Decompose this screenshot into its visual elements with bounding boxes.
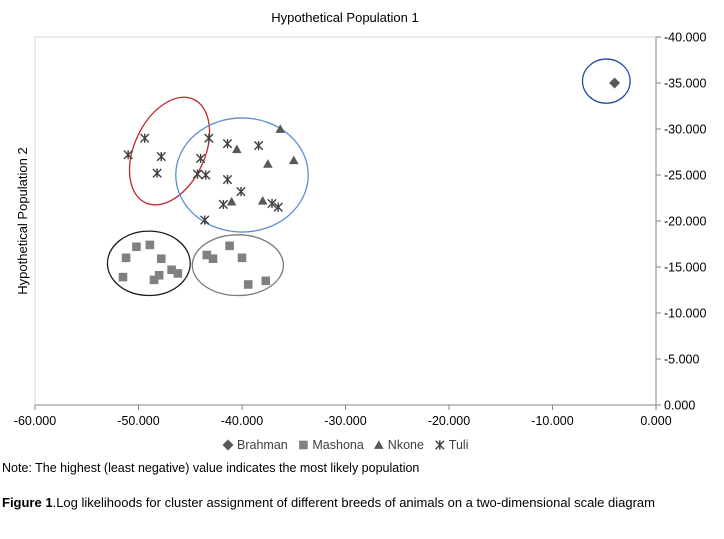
cluster-ellipse-1 — [581, 58, 631, 104]
mashona-point — [243, 280, 253, 289]
mashona-point — [121, 253, 131, 263]
legend: Brahman Mashona Nkone Tuli — [222, 438, 469, 452]
mashona-point — [202, 250, 212, 260]
x-tick-label: -10.000 — [531, 414, 573, 428]
mashona-point — [237, 253, 247, 263]
legend-item-mashona: Mashona — [299, 438, 364, 452]
legend-label: Mashona — [312, 438, 363, 452]
mashona-point — [225, 241, 234, 251]
mashona-point — [149, 275, 159, 285]
y-tick-label: -40.000 — [664, 31, 706, 45]
tuli-point — [195, 153, 206, 164]
y-tick-label: -20.000 — [664, 215, 706, 229]
cluster-ellipses — [106, 58, 631, 297]
tuli-point — [253, 140, 264, 151]
nkone-point — [275, 124, 286, 133]
series-mashona — [118, 240, 271, 289]
y-tick-label: -30.000 — [664, 123, 706, 137]
tuli-point — [273, 202, 283, 212]
x-tick-label: -30.000 — [324, 414, 366, 428]
y-axis-label: Hypothetical Population 2 — [15, 147, 30, 294]
caption-label: Figure 1 — [2, 495, 53, 510]
tuli-point — [192, 169, 203, 179]
y-tick-label: -10.000 — [664, 307, 706, 321]
x-tick-label: 0.000 — [640, 414, 671, 428]
caption-text: .Log likelihoods for cluster assignment … — [52, 495, 655, 510]
mashona-point — [154, 270, 164, 280]
tuli-point — [204, 133, 214, 143]
scatter-chart: Hypothetical Population 1 Hypothetical P… — [14, 10, 707, 452]
series-tuli — [123, 133, 283, 225]
figure-caption: Figure 1.Log likelihoods for cluster ass… — [2, 495, 718, 511]
cluster-ellipse-3 — [175, 117, 309, 233]
mashona-point — [173, 269, 183, 278]
tuli-point — [152, 168, 162, 178]
x-tick-label: -50.000 — [117, 414, 159, 428]
nkone-point — [263, 159, 273, 168]
nkone-point — [288, 155, 299, 165]
tuli-point — [222, 174, 233, 185]
mashona-point — [145, 240, 155, 250]
x-tick-label: -20.000 — [428, 414, 470, 428]
y-tick-label: -5.000 — [664, 353, 699, 367]
cluster-ellipse-5 — [191, 234, 285, 297]
mashona-point — [132, 242, 141, 252]
tuli-point — [218, 199, 229, 210]
data-points — [118, 77, 621, 289]
tuli-point — [123, 150, 133, 160]
chart-title: Hypothetical Population 1 — [271, 10, 418, 25]
x-tick-label: -60.000 — [14, 414, 56, 428]
nkone-point — [226, 196, 237, 206]
cluster-ellipse-4 — [106, 230, 191, 297]
legend-label: Brahman — [237, 438, 288, 452]
legend-marker-nkone — [374, 440, 384, 449]
legend-label: Tuli — [449, 438, 469, 452]
y-tick-label: -25.000 — [664, 169, 706, 183]
chart-note: Note: The highest (least negative) value… — [2, 461, 420, 475]
cluster-ellipse-2 — [128, 96, 211, 206]
mashona-point — [156, 254, 166, 264]
series-nkone — [226, 124, 299, 206]
tuli-point — [156, 151, 166, 162]
x-tick-label: -40.000 — [221, 414, 263, 428]
legend-marker-brahman — [222, 439, 234, 451]
nkone-point — [232, 144, 242, 154]
tuli-point — [267, 198, 277, 209]
tuli-point — [140, 133, 150, 143]
tuli-point — [222, 139, 233, 149]
axes: -60.000 -50.000 -40.000 -30.000 -20.000 -10.0… — [14, 31, 707, 429]
legend-item-tuli: Tuli — [435, 438, 469, 452]
tuli-point — [201, 170, 211, 180]
mashona-point — [261, 276, 271, 286]
brahman-point — [609, 77, 621, 89]
y-tick-label: 0.000 — [664, 399, 695, 413]
legend-marker-mashona — [299, 440, 308, 450]
mashona-point — [208, 254, 218, 264]
y-tick-label: -35.000 — [664, 77, 706, 91]
tuli-point — [200, 215, 210, 225]
plot-area — [34, 36, 657, 406]
y-tick-label: -15.000 — [664, 261, 706, 275]
legend-item-brahman: Brahman — [222, 438, 288, 452]
mashona-point — [167, 265, 176, 275]
tuli-point — [236, 186, 246, 197]
legend-marker-tuli — [435, 440, 445, 450]
nkone-point — [257, 195, 268, 205]
mashona-point — [118, 272, 128, 282]
legend-label: Nkone — [388, 438, 424, 452]
legend-item-nkone: Nkone — [374, 438, 424, 452]
series-brahman — [609, 77, 621, 89]
